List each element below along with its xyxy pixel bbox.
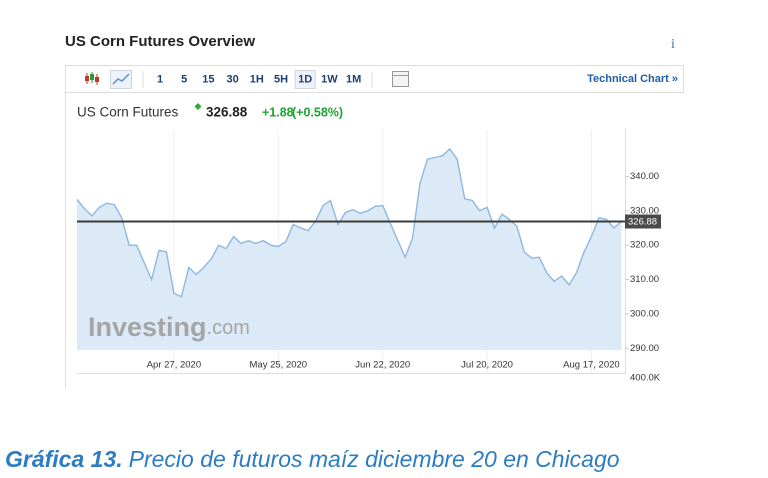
interval-button[interactable]: 30	[226, 73, 238, 85]
price-area	[77, 148, 622, 350]
watermark-brand: Investing.com	[88, 312, 250, 342]
interval-button[interactable]: 1M	[346, 73, 361, 85]
watermark-suffix: .com	[207, 317, 250, 339]
interval-button[interactable]: 15	[202, 73, 214, 85]
active-interval-box	[294, 70, 316, 89]
last-price: 326.88	[206, 105, 248, 120]
calendar-icon[interactable]	[392, 71, 409, 87]
y-tick-label: 320.00	[630, 240, 659, 251]
watermark-main: Investing	[88, 312, 207, 342]
x-tick-label: May 25, 2020	[250, 360, 308, 371]
info-button[interactable]: i	[671, 37, 675, 52]
caption-text: Precio de futuros maíz diciembre 20 en C…	[129, 446, 620, 472]
interval-button[interactable]: 1	[157, 73, 163, 85]
interval-group: 1 5 15 30 1H 5H 1D 1W 1M	[157, 70, 361, 89]
interval-button[interactable]: 5H	[274, 73, 288, 85]
caption: Gráfica 13. Precio de futuros maíz diciem…	[5, 446, 620, 472]
interval-button[interactable]: 5	[181, 73, 187, 85]
y-tick-label: 340.00	[630, 171, 659, 182]
x-tick-label: Jun 22, 2020	[355, 360, 410, 371]
interval-button[interactable]: 1H	[250, 73, 264, 85]
area-icon[interactable]	[110, 70, 132, 89]
candle-icon[interactable]	[85, 72, 99, 85]
last-price-tag-label: 326.88	[628, 217, 657, 228]
technical-chart-link[interactable]: Technical Chart »	[587, 73, 678, 85]
y-tick-label: 300.00	[630, 308, 659, 319]
x-tick-label: Apr 27, 2020	[147, 360, 201, 371]
plot: 290.00 300.00 310.00 320.00 330.00 340.00 Apr …	[76, 130, 661, 384]
up-diamond	[194, 103, 202, 110]
price-change-percent: (+0.58%)	[292, 105, 343, 119]
last-price-tag	[625, 214, 661, 229]
instrument-name: US Corn Futures	[77, 105, 179, 120]
toolbar	[65, 65, 684, 93]
interval-button[interactable]: 1W	[321, 73, 338, 85]
price-change: +1.88	[262, 105, 294, 119]
caption-label: Gráfica 13.	[5, 446, 123, 472]
volume-tick-label: 400.0K	[630, 373, 661, 384]
widget-title: US Corn Futures Overview	[65, 33, 255, 50]
y-tick-label: 290.00	[630, 343, 659, 354]
x-tick-label: Jul 20, 2020	[461, 360, 513, 371]
x-tick-label: Aug 17, 2020	[563, 360, 620, 371]
price-line	[76, 147, 622, 298]
interval-button[interactable]: 1D	[298, 73, 312, 85]
y-tick-label: 330.00	[630, 205, 659, 216]
y-tick-label: 310.00	[630, 274, 659, 285]
